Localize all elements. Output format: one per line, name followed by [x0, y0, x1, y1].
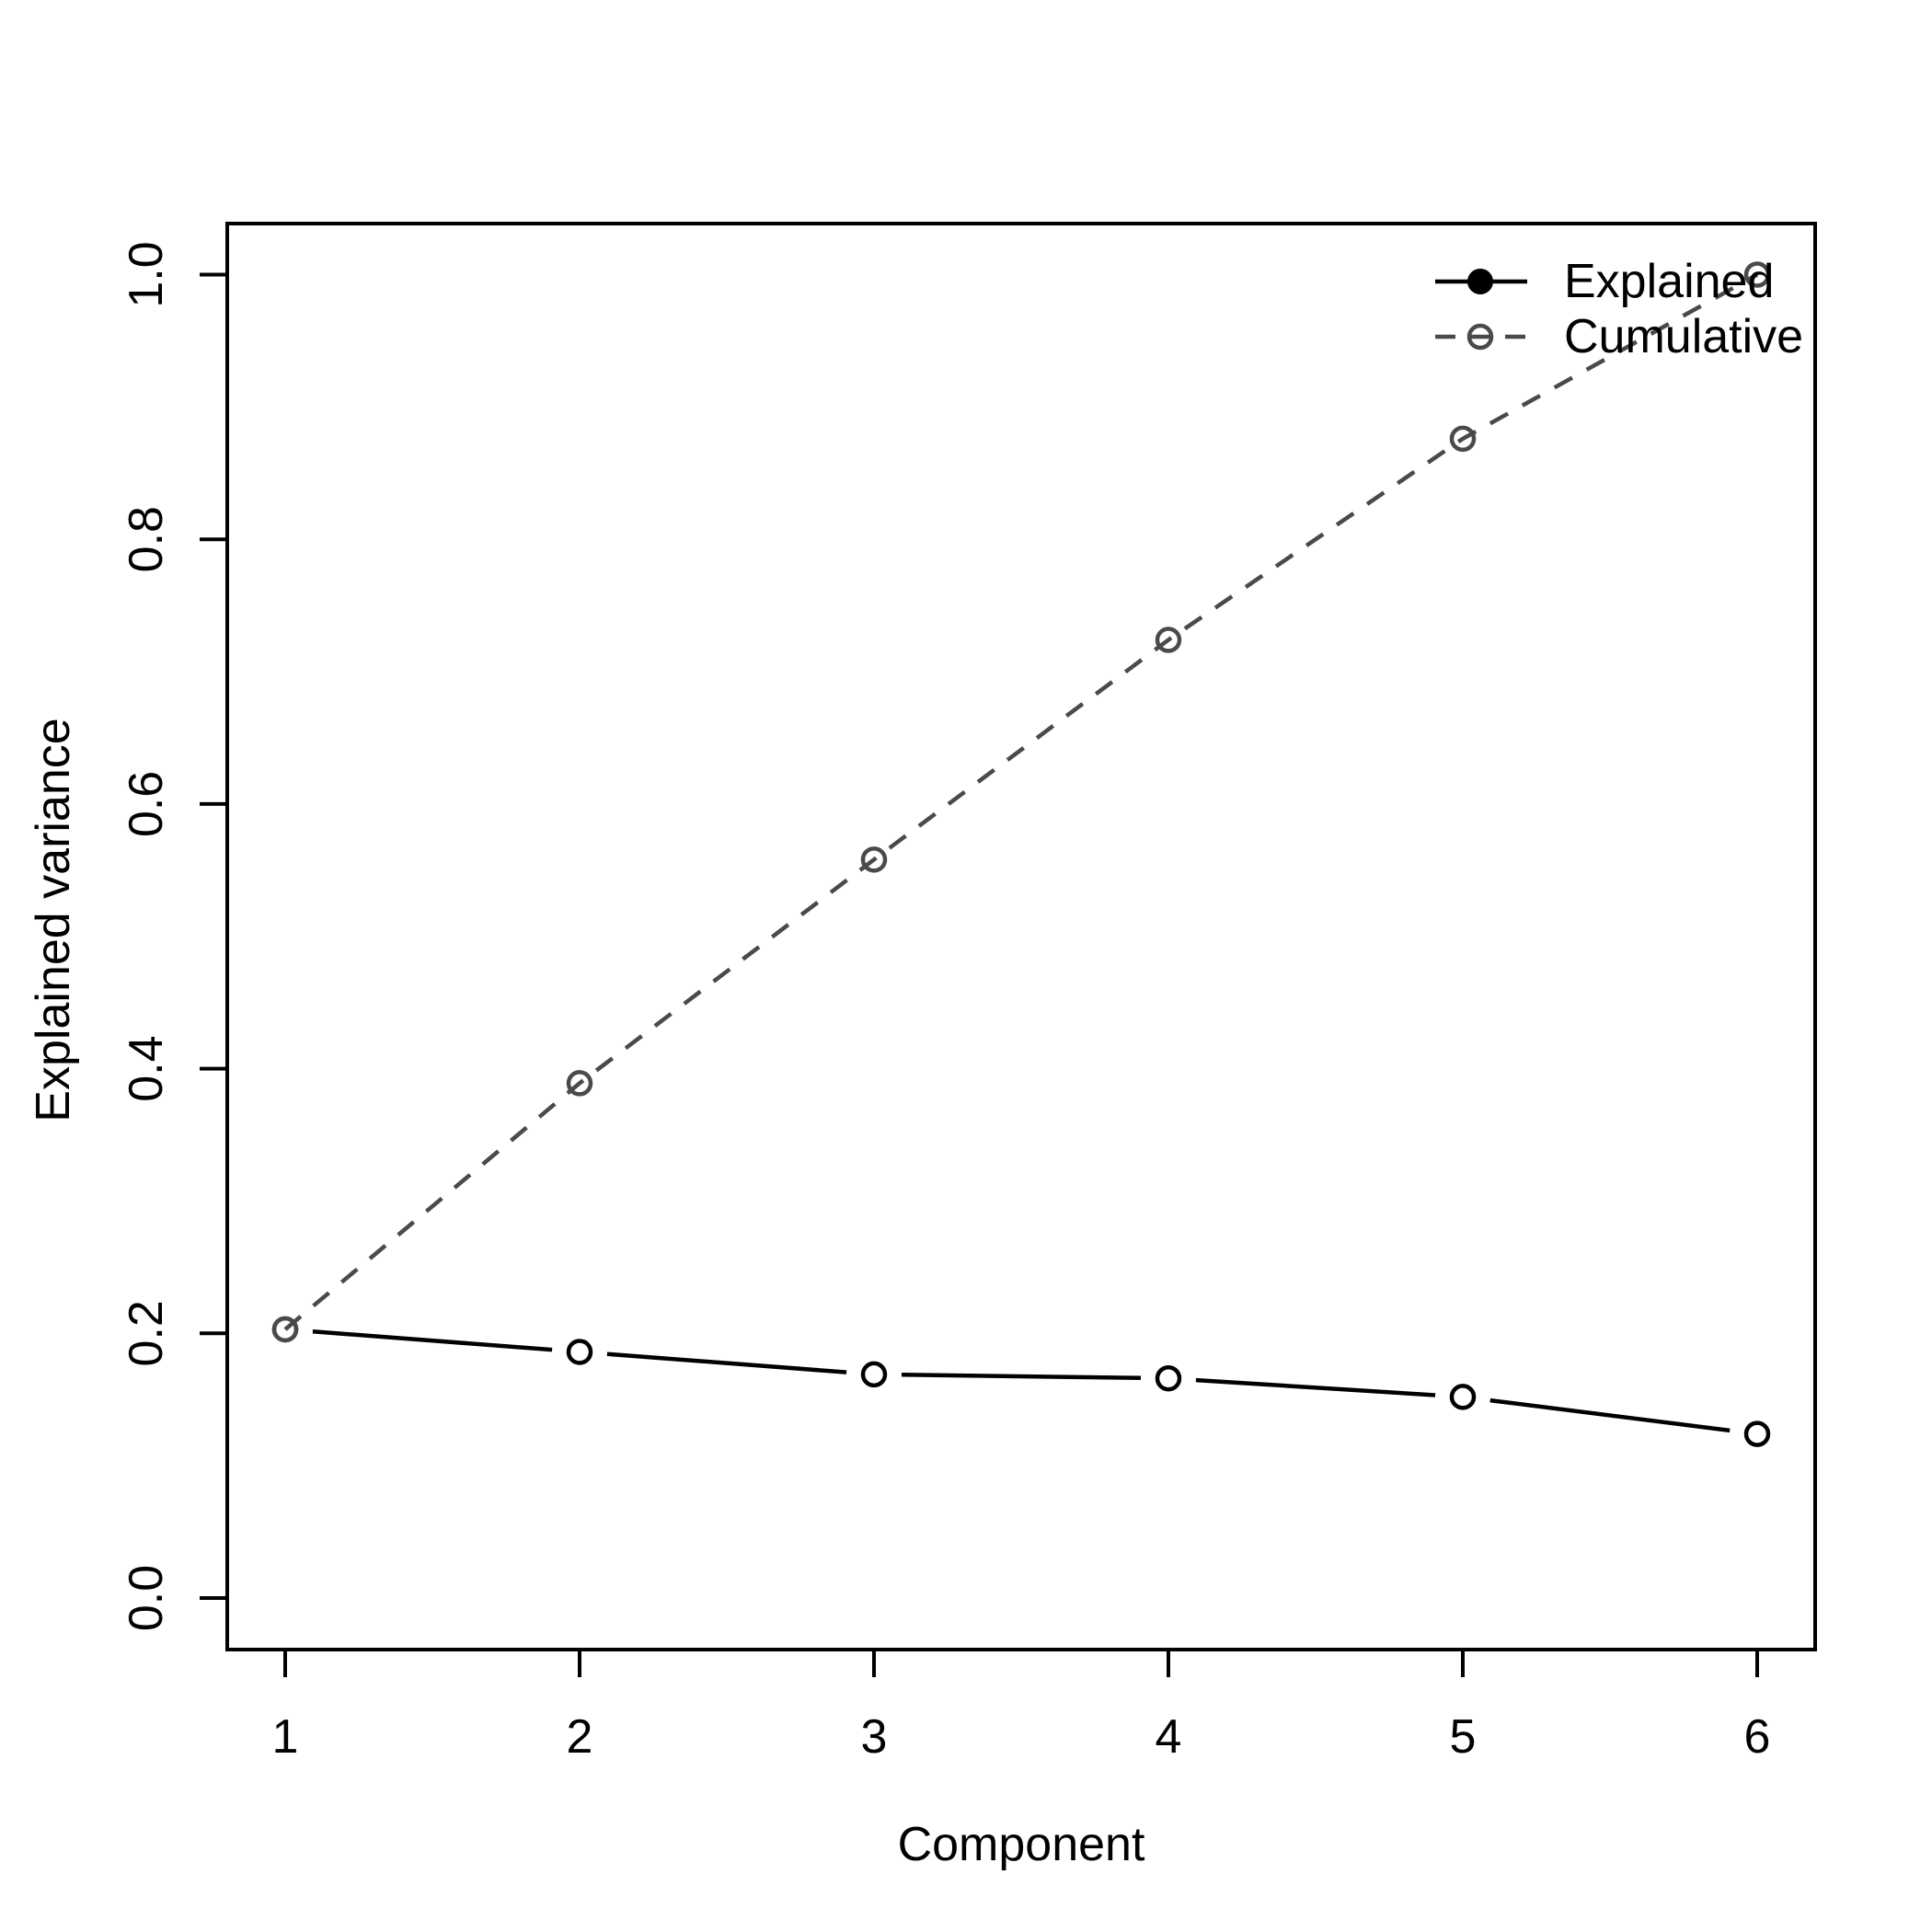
data-point-marker: [1449, 1384, 1477, 1410]
y-tick-label: 1.0: [120, 241, 173, 307]
series-explained: [271, 1316, 1771, 1447]
x-axis: 1 2 3 4 5 6: [272, 1650, 1771, 1764]
x-tick-label: 3: [861, 1710, 888, 1764]
series-line-segment: [606, 1351, 847, 1374]
y-axis-title: Explained variance: [27, 718, 80, 1121]
series-line-segment: [312, 1329, 553, 1352]
x-tick-label: 1: [272, 1710, 299, 1764]
data-point-marker: [860, 846, 888, 873]
x-tick-label: 5: [1450, 1710, 1477, 1764]
data-point-marker: [1155, 1364, 1182, 1392]
data-point-marker: [566, 1339, 593, 1365]
legend-marker: [1467, 269, 1493, 294]
legend-label: Explained: [1564, 255, 1774, 308]
x-axis-title: Component: [898, 1818, 1145, 1871]
y-tick-label: 0.2: [120, 1300, 173, 1366]
data-point-marker: [1743, 261, 1771, 288]
data-point-marker: [860, 1361, 888, 1388]
y-axis: 0.0 0.2 0.4 0.6 0.8 1.0: [120, 241, 227, 1631]
plot-border: [225, 222, 1817, 1651]
x-tick-label: 2: [567, 1710, 593, 1764]
series-line: [283, 272, 1759, 1331]
data-point-marker: [271, 1316, 299, 1343]
y-tick-label: 0.4: [120, 1035, 173, 1101]
series-line-segment: [1195, 1377, 1436, 1397]
data-point-marker: [1449, 425, 1477, 453]
data-point-marker: [566, 1070, 593, 1097]
plot-box: [225, 222, 1817, 1651]
series-cumulative: [271, 261, 1771, 1343]
y-tick-label: 0.0: [120, 1565, 173, 1631]
series-line-segment: [901, 1373, 1142, 1381]
y-tick-label: 0.8: [120, 506, 173, 572]
x-tick-label: 4: [1156, 1710, 1182, 1764]
data-point-marker: [1155, 627, 1182, 653]
legend-marker: [1466, 323, 1494, 351]
y-tick-label: 0.6: [120, 771, 173, 837]
data-point-marker: [1743, 1420, 1771, 1447]
legend-label: Cumulative: [1564, 310, 1803, 363]
x-tick-label: 6: [1744, 1710, 1771, 1764]
series-line-segment: [1489, 1397, 1731, 1433]
